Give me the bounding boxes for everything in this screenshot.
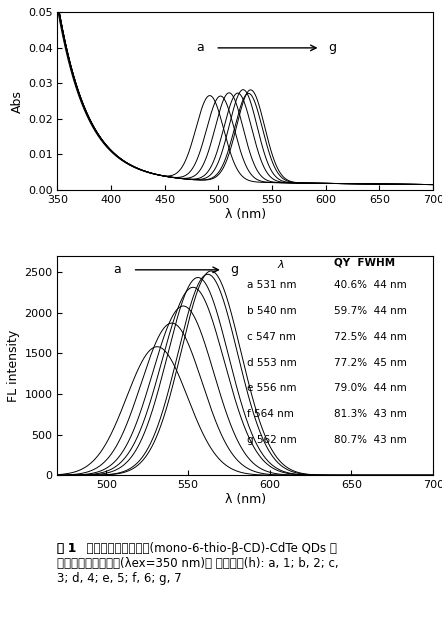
Text: a: a: [196, 41, 204, 54]
Text: 72.5%  44 nm: 72.5% 44 nm: [334, 332, 407, 342]
Text: 40.6%  44 nm: 40.6% 44 nm: [334, 280, 406, 290]
X-axis label: λ (nm): λ (nm): [225, 207, 266, 220]
Text: b 540 nm: b 540 nm: [247, 306, 297, 316]
Text: a 531 nm: a 531 nm: [247, 280, 297, 290]
Text: QY  FWHM: QY FWHM: [334, 258, 395, 268]
Text: 图 1: 图 1: [57, 542, 77, 555]
Y-axis label: Abs: Abs: [11, 90, 24, 113]
Text: 77.2%  45 nm: 77.2% 45 nm: [334, 358, 407, 368]
Text: g: g: [230, 263, 238, 276]
Y-axis label: FL intensity: FL intensity: [8, 329, 20, 402]
Text: 59.7%  44 nm: 59.7% 44 nm: [334, 306, 407, 316]
Text: 图 1   在不同回流时间下，(mono-6-thio-β-CD)-CdTe QDs 的
吸收光谱和荧光光谱(λex=350 nm)。 回流时间(h): a, : 图 1 在不同回流时间下，(mono-6-thio-β-CD)-CdTe QDs…: [57, 542, 339, 586]
Text: 79.0%  44 nm: 79.0% 44 nm: [334, 383, 406, 394]
Text: f 564 nm: f 564 nm: [247, 409, 294, 419]
Text: e 556 nm: e 556 nm: [247, 383, 297, 394]
Text: d 553 nm: d 553 nm: [247, 358, 297, 368]
Text: g 562 nm: g 562 nm: [247, 435, 297, 445]
X-axis label: λ (nm): λ (nm): [225, 493, 266, 506]
Text: 81.3%  43 nm: 81.3% 43 nm: [334, 409, 407, 419]
Text: g: g: [328, 41, 336, 54]
Text: $\lambda$: $\lambda$: [277, 258, 285, 270]
Text: a: a: [114, 263, 121, 276]
Text: 80.7%  43 nm: 80.7% 43 nm: [334, 435, 406, 445]
Text: c 547 nm: c 547 nm: [247, 332, 296, 342]
